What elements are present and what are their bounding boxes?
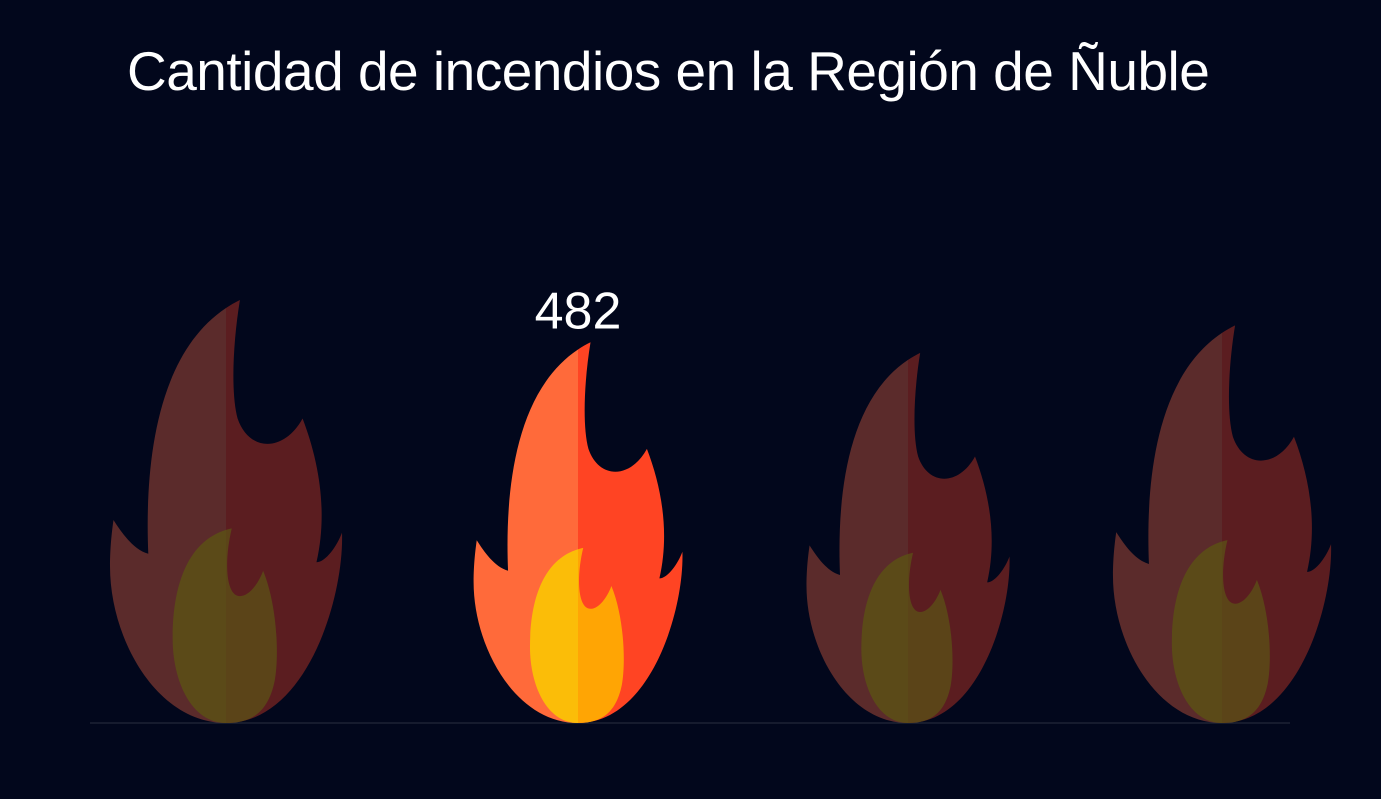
flame-icon <box>807 353 1010 723</box>
flame-icon <box>110 300 342 723</box>
data-label: 482 <box>535 282 622 340</box>
flame-icon-highlighted <box>474 342 683 723</box>
flame-icon <box>1113 325 1331 723</box>
